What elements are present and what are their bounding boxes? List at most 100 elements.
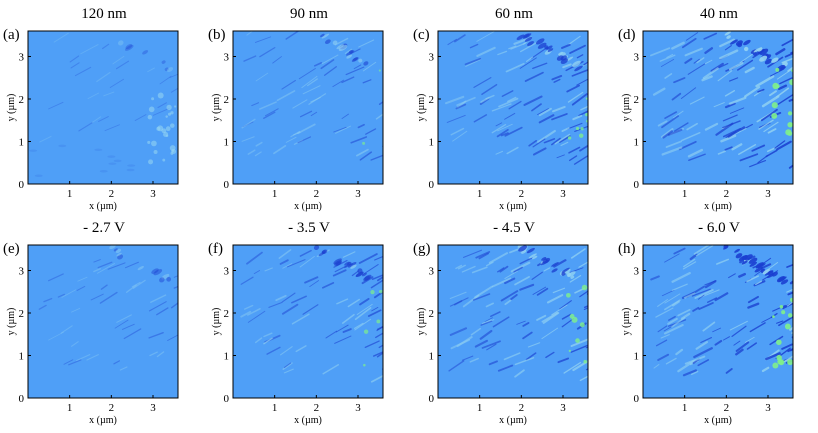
bright-feature — [379, 289, 383, 294]
ripple-streak — [728, 62, 744, 71]
ripple-streak — [456, 100, 467, 109]
ripple-streak — [452, 130, 468, 142]
ripple-streak — [749, 322, 766, 333]
ripple-streak — [719, 49, 739, 60]
ripple-streak — [495, 150, 504, 155]
ripple-streak — [446, 114, 466, 123]
ripple-streak — [309, 280, 319, 288]
ridge-feature — [551, 268, 558, 273]
panel-5: 1 2 3 0 1 2 3 x (µm) y (µm) (e) - 2.7 V — [3, 220, 179, 426]
ridge-feature — [743, 46, 749, 52]
y-tick-label: 3 — [429, 266, 435, 278]
ripple-streak — [291, 295, 307, 304]
x-tick-label: 1 — [682, 402, 688, 414]
ripple-streak — [48, 101, 64, 110]
ripple-streak — [268, 301, 283, 308]
ripple-streak — [760, 263, 772, 270]
ripple-streak — [292, 99, 308, 109]
ridge-feature — [531, 255, 538, 260]
ripple-streak — [456, 96, 476, 106]
plot-frame — [642, 244, 794, 399]
ripple-streak — [661, 146, 683, 156]
ripple-streak — [751, 144, 766, 152]
x-tick-label: 3 — [765, 402, 771, 414]
ripple-streak — [744, 86, 761, 98]
y-tick-label: 2 — [224, 94, 230, 106]
ripple-streak — [791, 348, 793, 350]
ripple-streak — [551, 137, 561, 146]
ripple-streak — [498, 97, 519, 108]
panel-8: 1 2 3 0 1 2 3 x (µm) y (µm) (h) - 6.0 V — [618, 220, 794, 426]
ripple-streak — [358, 253, 378, 264]
ripple-streak — [791, 331, 793, 334]
ripple-streak — [714, 292, 729, 302]
ripple-streak — [444, 95, 465, 105]
ripple-streak — [532, 62, 548, 70]
ripple-streak — [492, 277, 512, 288]
ridge-feature — [574, 65, 583, 72]
y-axis-label: y (µm) — [6, 308, 17, 336]
ridge-feature — [570, 275, 575, 279]
ripple-streak — [696, 57, 705, 64]
ripple-streak — [362, 79, 372, 84]
ridge-feature — [321, 250, 326, 254]
ripple-streak — [334, 335, 352, 344]
speckle — [170, 151, 174, 155]
bright-feature — [580, 127, 584, 131]
ripple-streak — [61, 289, 76, 298]
ripple-streak — [124, 261, 139, 269]
ripple-streak — [302, 85, 321, 95]
ripple-streak — [491, 123, 507, 134]
ridge-feature — [762, 269, 771, 275]
ripple-streak — [76, 285, 86, 291]
ripple-streak — [263, 332, 273, 338]
ripple-streak — [113, 360, 121, 365]
ripple-streak — [731, 325, 747, 337]
ripple-streak — [693, 58, 700, 64]
ripple-streak — [561, 313, 572, 320]
ripple-streak — [506, 146, 519, 155]
ripple-streak — [266, 346, 281, 355]
ridge-feature — [726, 35, 731, 39]
bright-feature — [363, 329, 369, 334]
x-tick-label: 3 — [355, 188, 361, 200]
ripple-streak — [527, 342, 541, 348]
ripple-streak — [578, 110, 588, 117]
ripple-streak — [686, 122, 698, 131]
ripple-streak — [655, 307, 674, 318]
ripple-streak — [704, 47, 714, 55]
ripple-streak — [579, 144, 588, 152]
ripple-streak — [121, 323, 135, 330]
ridge-feature — [524, 36, 533, 42]
ridge-feature — [159, 277, 165, 283]
bright-feature — [771, 102, 778, 109]
ridge-feature — [334, 260, 342, 266]
ripple-streak — [504, 277, 516, 285]
ridge-feature — [358, 58, 363, 63]
ripple-streak — [132, 279, 146, 289]
plot-frame — [27, 30, 179, 185]
ripple-streak — [681, 37, 697, 49]
ripple-streak — [781, 38, 793, 47]
ripple-streak — [364, 340, 380, 349]
ripple-streak — [586, 292, 588, 295]
speckle — [148, 106, 155, 113]
x-axis-label: x (µm) — [294, 415, 322, 426]
ripple-streak — [283, 362, 292, 368]
ripple-streak — [507, 96, 517, 103]
y-tick-label: 2 — [19, 94, 25, 106]
ridge-feature — [125, 44, 133, 50]
afm-image-background — [28, 245, 178, 398]
ripple-streak — [559, 300, 572, 310]
ripple-streak — [664, 293, 681, 304]
ripple-streak — [532, 286, 547, 295]
ripple-streak — [293, 139, 304, 145]
speckle — [151, 97, 155, 101]
ripple-streak — [169, 73, 178, 78]
ripple-streak — [342, 251, 356, 258]
ridge-feature — [755, 262, 765, 269]
ripple-streak — [310, 97, 321, 103]
ripple-streak — [532, 138, 546, 148]
ripple-streak — [304, 276, 319, 284]
ridge-feature — [361, 272, 367, 277]
